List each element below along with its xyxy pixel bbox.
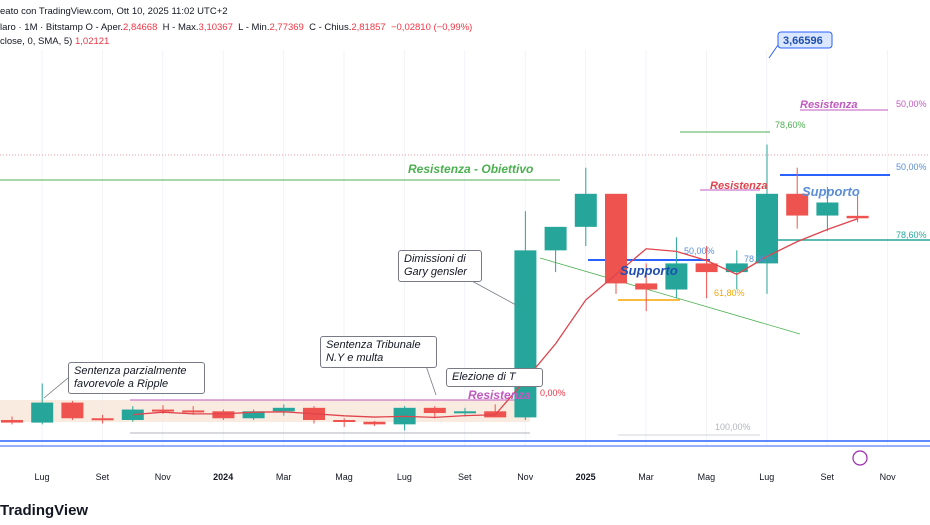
x-tick-label: Set [96,472,110,482]
x-tick-label: Lug [397,472,412,482]
label-fib-50-right: 50,00% [896,162,927,172]
candle-body [544,226,567,251]
label-fib-786-top: 78,60% [775,120,806,130]
candle-body [333,420,356,422]
header-line-3: close, 0, SMA, 5) 1,02121 [0,36,110,47]
x-tick-label: Set [458,472,472,482]
label-supporto-1: Supporto [620,263,678,278]
x-tick-label: Mar [638,472,654,482]
annotation-sentenza-parziale: Sentenza parzialmente favorevole a Rippl… [68,362,205,394]
price-tag-pointer [768,44,779,59]
label-fib-786-right: 78,60% [896,230,927,240]
candle-body [574,193,597,227]
label-fib-50-mid: 50,00% [684,246,715,256]
x-tick-label: 2024 [213,472,233,482]
candle-body [121,409,144,420]
x-tick-label: Mar [276,472,292,482]
candle-body [1,420,23,423]
annotation-sentenza-ny: Sentenza Tribunale N.Y e multa [320,336,437,368]
label-fib-786-mid: 78,60% [744,254,775,264]
candle-body [725,263,748,273]
x-tick-label: Set [820,472,834,482]
label-resistenza-obiettivo: Resistenza - Obiettivo [408,162,533,176]
annotation-gensler: Dimissioni di Gary gensler [398,250,482,282]
candle-body [31,402,54,423]
x-tick-label: Mag [335,472,353,482]
annotation-pointer-gensler [469,279,517,306]
x-tick-label: 2025 [576,472,596,482]
label-resistenza-mid: Resistenza [710,180,767,192]
candle-body [695,263,718,273]
candle-body [182,410,205,413]
candle-body [454,411,476,414]
x-tick-label: Mag [698,472,716,482]
x-tick-label: Nov [880,472,897,482]
trend-line [539,257,801,335]
candle-body [212,411,235,419]
label-resistenza-low: Resistenza [468,388,531,402]
candle-body [91,418,114,421]
candle-body [242,411,265,419]
event-marker-icon [852,450,868,466]
candle-body [786,193,809,216]
candle-body [605,193,627,284]
label-fib-50-top: 50,00% [896,99,927,109]
candle-body [816,202,839,216]
candle-body [665,263,688,290]
label-supporto-2: Supporto [802,184,860,199]
candle-body [61,402,84,419]
x-tick-label: Nov [517,472,534,482]
candle-body [635,283,658,290]
candle-body [152,409,174,412]
label-resistenza-top: Resistenza [800,99,857,111]
header-line-1: eato con TradingView.com, Ott 10, 2025 1… [0,6,228,17]
label-fib-100: 100,00% [715,422,751,432]
header-line-2: laro · 1M · Bitstamp O - Aper.2,84668 H … [0,22,473,33]
candle-body [363,421,386,425]
price-tag-value: 3,66596 [783,35,823,47]
candle-body [272,407,295,412]
tradingview-logo: TradingView [0,502,89,519]
label-fib-618: 61,80% [714,288,745,298]
x-tick-label: Nov [155,472,172,482]
label-fib-0: 0,00% [540,388,566,398]
annotation-pointer-parziale [43,377,69,399]
annotation-elezione: Elezione di T [446,368,543,387]
x-tick-label: Lug [34,472,49,482]
candle-body [423,407,446,414]
sma-line [132,218,858,419]
price-tag-box [777,31,833,49]
candle-body [846,215,869,219]
candle-body [756,193,778,264]
x-tick-label: Lug [759,472,774,482]
